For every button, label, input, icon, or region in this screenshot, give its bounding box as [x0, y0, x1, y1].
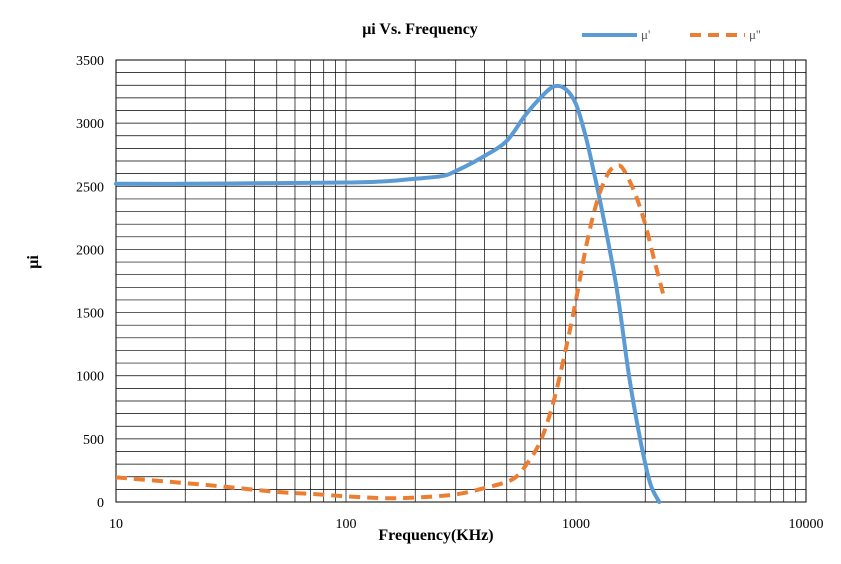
legend-label: μ'' — [749, 27, 761, 42]
x-tick-label: 100 — [336, 517, 357, 532]
y-tick-label: 1000 — [76, 370, 104, 385]
legend: μ' μ'' — [582, 27, 761, 42]
series-lines — [114, 83, 666, 504]
x-tick-label: 1000 — [562, 517, 590, 532]
x-tick-label: 10 — [109, 517, 123, 532]
y-tick-label: 3500 — [76, 54, 104, 69]
plot-area-border — [115, 59, 807, 503]
y-tick-label: 2500 — [76, 180, 104, 195]
y-tick-label: 3000 — [76, 117, 104, 132]
y-axis-tick-labels: 0 500 1000 1500 2000 2500 3000 3500 — [76, 54, 104, 511]
chart-title: μi Vs. Frequency — [362, 21, 478, 38]
legend-label: μ' — [641, 27, 650, 42]
y-axis-label: μi — [25, 255, 42, 269]
y-tick-label: 1500 — [76, 307, 104, 322]
series-line-mu-double-prime — [115, 163, 666, 501]
grid-lines — [115, 59, 806, 503]
x-tick-label: 10000 — [789, 517, 824, 532]
y-tick-label: 2000 — [76, 243, 104, 258]
y-tick-label: 0 — [97, 496, 104, 511]
series-line-mu-prime — [114, 83, 662, 504]
x-axis-label: Frequency(KHz) — [378, 527, 493, 544]
x-axis-tick-labels: 10 100 1000 10000 — [109, 517, 824, 532]
y-tick-label: 500 — [83, 433, 104, 448]
